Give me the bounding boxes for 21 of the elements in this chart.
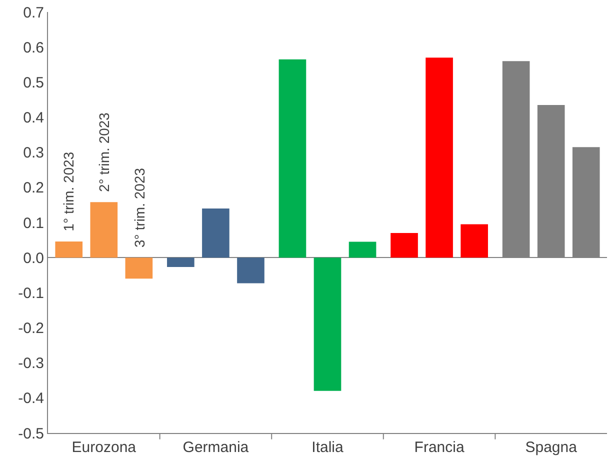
y-tick-label: -0.4 (18, 390, 44, 408)
y-tick-label: 0.6 (23, 39, 44, 56)
y-tick-label: 0.4 (23, 110, 44, 126)
x-tick-label: Italia (312, 439, 344, 456)
y-tick-label: -0.3 (18, 355, 44, 372)
y-tick-label: 0.1 (23, 214, 44, 232)
x-tick-label: Francia (414, 439, 465, 456)
y-tick-label: 0.5 (23, 74, 44, 92)
text: 1° trim. 2023 (60, 152, 76, 232)
y-tick-label: -0.1 (18, 284, 44, 302)
x-tick-label: Germania (182, 439, 250, 456)
y-tick-label: 0.3 (23, 144, 44, 162)
y-tick-label: 0.2 (23, 180, 44, 197)
y-tick-label: -0.5 (18, 425, 44, 442)
y-tick-label: 0.7 (23, 4, 44, 22)
text: 2° trim. 2023 (96, 112, 112, 192)
y-tick-label: 0.0 (23, 250, 44, 267)
x-tick-label: Eurozona (72, 439, 137, 456)
x-tick-label: Spagna (525, 439, 578, 456)
text: 3° trim. 2023 (131, 168, 148, 248)
y-tick-label: -0.2 (18, 320, 44, 337)
